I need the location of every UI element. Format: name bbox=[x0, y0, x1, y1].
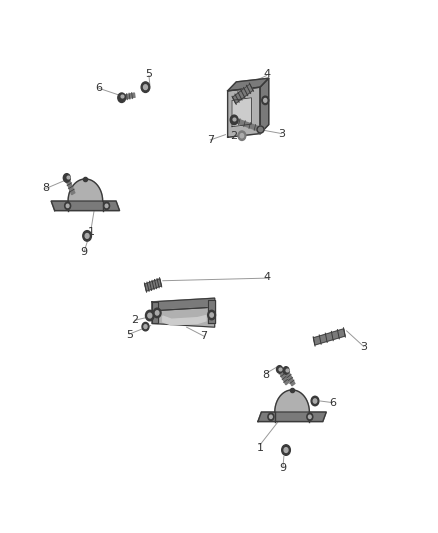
Circle shape bbox=[208, 310, 215, 320]
Polygon shape bbox=[152, 302, 159, 324]
Circle shape bbox=[313, 399, 317, 403]
Polygon shape bbox=[51, 201, 120, 211]
Circle shape bbox=[153, 308, 161, 318]
Polygon shape bbox=[65, 177, 75, 195]
Circle shape bbox=[65, 202, 71, 209]
Circle shape bbox=[268, 413, 274, 421]
Polygon shape bbox=[233, 84, 253, 103]
Text: 5: 5 bbox=[145, 69, 152, 79]
Text: 3: 3 bbox=[278, 128, 285, 139]
Text: 1: 1 bbox=[88, 227, 95, 237]
Circle shape bbox=[145, 310, 154, 321]
Circle shape bbox=[105, 204, 108, 207]
Text: 2: 2 bbox=[131, 316, 138, 325]
Circle shape bbox=[230, 115, 238, 125]
Circle shape bbox=[144, 325, 147, 328]
Circle shape bbox=[141, 82, 150, 92]
Text: 6: 6 bbox=[95, 83, 102, 93]
Text: 5: 5 bbox=[126, 330, 133, 340]
Polygon shape bbox=[232, 98, 251, 127]
Text: 4: 4 bbox=[263, 69, 270, 79]
Circle shape bbox=[85, 233, 89, 238]
Circle shape bbox=[282, 445, 290, 455]
Text: 7: 7 bbox=[207, 135, 214, 145]
Polygon shape bbox=[278, 368, 289, 385]
Circle shape bbox=[262, 96, 269, 104]
Polygon shape bbox=[228, 87, 260, 138]
Polygon shape bbox=[121, 93, 135, 100]
Polygon shape bbox=[258, 412, 326, 422]
Polygon shape bbox=[260, 78, 269, 134]
Text: 4: 4 bbox=[264, 272, 271, 282]
Circle shape bbox=[148, 313, 152, 318]
Circle shape bbox=[83, 231, 92, 241]
Text: 9: 9 bbox=[279, 463, 286, 473]
Text: 7: 7 bbox=[200, 331, 208, 341]
Polygon shape bbox=[208, 300, 215, 323]
Text: 9: 9 bbox=[81, 247, 88, 257]
Polygon shape bbox=[314, 329, 345, 345]
Circle shape bbox=[210, 313, 213, 317]
Circle shape bbox=[66, 204, 69, 207]
Text: 8: 8 bbox=[262, 369, 269, 379]
Text: 3: 3 bbox=[360, 342, 367, 352]
Text: 2: 2 bbox=[230, 131, 238, 141]
Circle shape bbox=[307, 413, 313, 421]
Circle shape bbox=[311, 396, 319, 406]
Polygon shape bbox=[275, 390, 309, 412]
Circle shape bbox=[240, 134, 244, 138]
Circle shape bbox=[269, 415, 272, 418]
Circle shape bbox=[118, 93, 126, 102]
Polygon shape bbox=[145, 279, 162, 291]
Circle shape bbox=[264, 99, 267, 102]
Circle shape bbox=[283, 367, 289, 374]
Polygon shape bbox=[68, 179, 102, 201]
Circle shape bbox=[284, 448, 288, 453]
Circle shape bbox=[308, 415, 311, 418]
Circle shape bbox=[276, 366, 283, 373]
Circle shape bbox=[144, 85, 148, 90]
Text: 6: 6 bbox=[329, 398, 336, 408]
Circle shape bbox=[142, 322, 149, 331]
Polygon shape bbox=[285, 369, 295, 386]
Circle shape bbox=[238, 131, 246, 140]
Text: 8: 8 bbox=[42, 183, 49, 193]
Polygon shape bbox=[152, 307, 215, 327]
Circle shape bbox=[64, 174, 70, 182]
Text: 1: 1 bbox=[257, 443, 264, 454]
Polygon shape bbox=[163, 316, 206, 325]
Polygon shape bbox=[233, 118, 261, 132]
Polygon shape bbox=[228, 78, 269, 91]
Polygon shape bbox=[152, 298, 215, 311]
Circle shape bbox=[155, 311, 159, 315]
Circle shape bbox=[103, 202, 110, 209]
